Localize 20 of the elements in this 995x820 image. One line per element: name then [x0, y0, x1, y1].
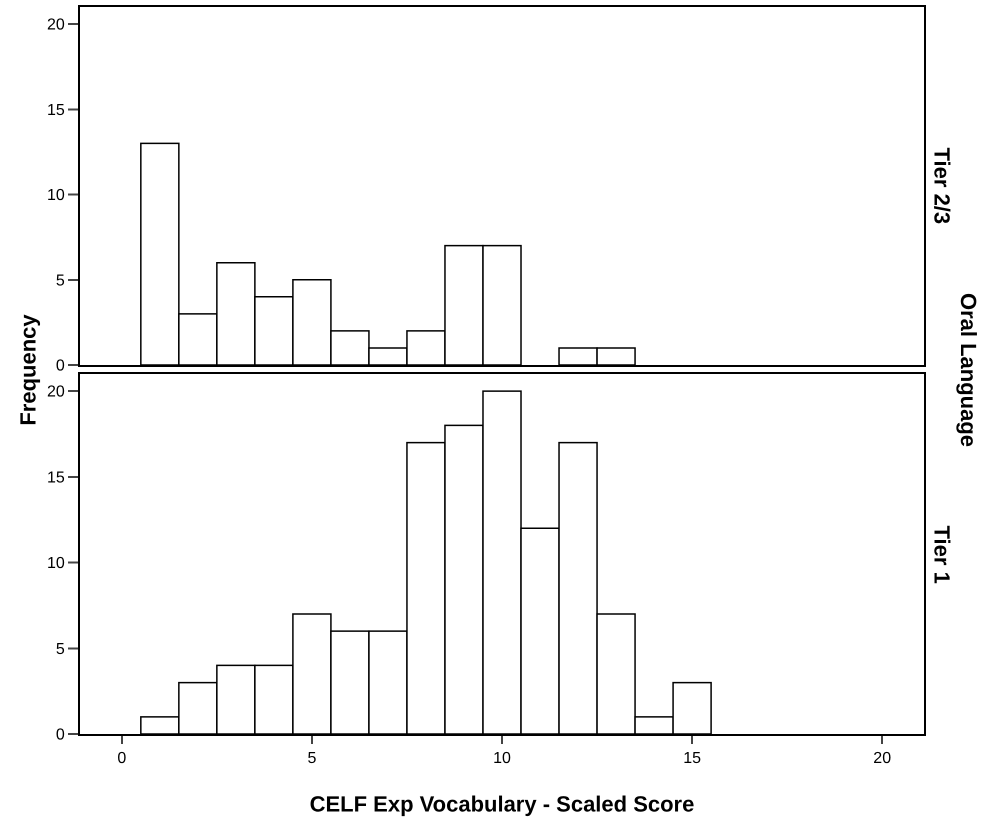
- y-tick-label: 10: [47, 187, 65, 204]
- y-tick-label: 15: [47, 102, 65, 119]
- text: Oral Language: [955, 292, 982, 448]
- text: Tier 1: [930, 526, 954, 584]
- y-tick-label: 20: [47, 384, 65, 401]
- x-tick-label: 15: [683, 750, 702, 768]
- x-axis-title: CELF Exp Vocabulary - Scaled Score: [310, 792, 694, 817]
- y-tick-label: 20: [47, 16, 65, 34]
- y-tick-label: 0: [56, 358, 65, 375]
- x-tick-label: 5: [307, 750, 316, 768]
- y-tick-label: 5: [56, 640, 65, 658]
- x-tick-label: 20: [873, 750, 892, 768]
- y-tick-label: 5: [56, 272, 65, 290]
- y-tick-label: 10: [47, 555, 65, 572]
- x-tick-label: 0: [117, 750, 126, 768]
- y-tick-label: 15: [47, 469, 65, 486]
- text: Tier 2/3: [930, 148, 954, 224]
- x-tick-label: 10: [493, 750, 511, 768]
- y-tick-label: 0: [56, 726, 65, 744]
- y-axis-title: Frequency: [15, 314, 42, 426]
